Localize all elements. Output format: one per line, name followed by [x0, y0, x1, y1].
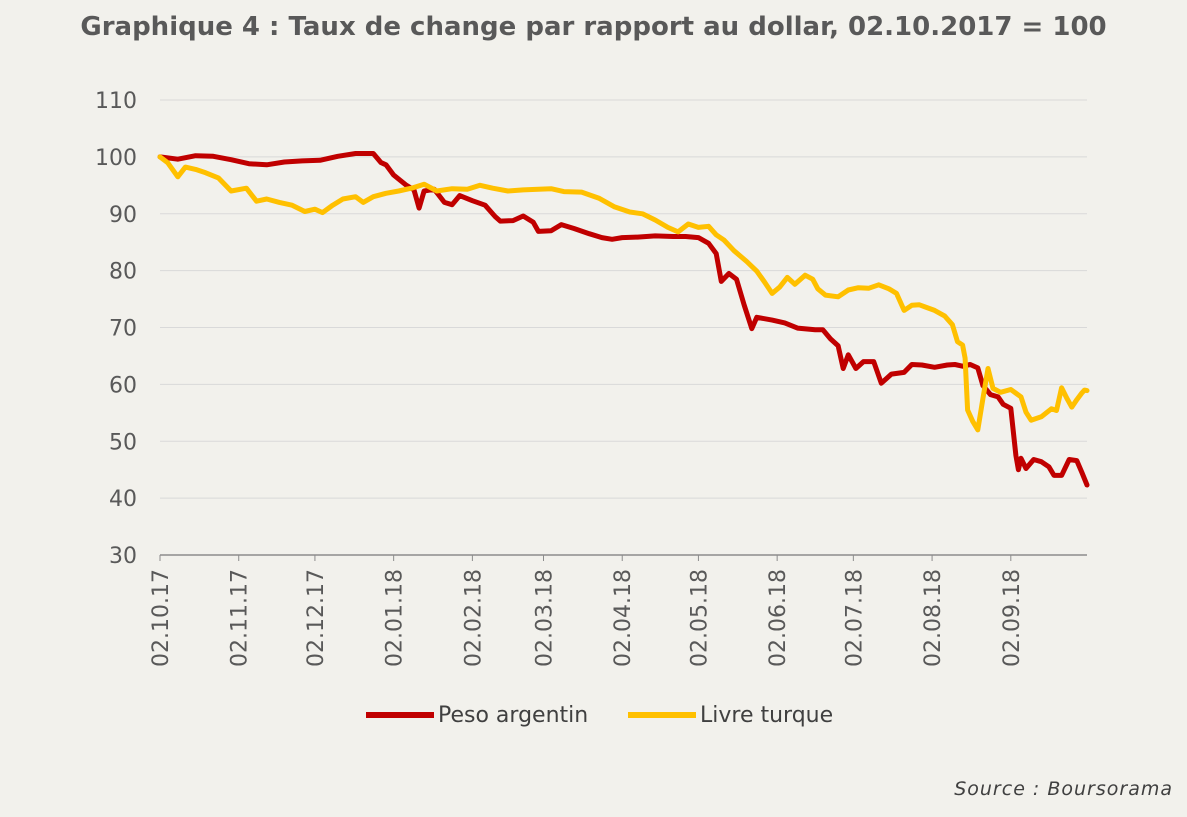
chart-title: Graphique 4 : Taux de change par rapport… [80, 12, 1107, 42]
legend-item-peso-argentin: Peso argentin [366, 700, 588, 730]
x-tick-label: 02.08.18 [921, 569, 946, 667]
x-tick-label: 02.02.18 [461, 569, 486, 667]
x-tick-label: 02.07.18 [842, 569, 867, 667]
x-tick-label: 02.03.18 [532, 569, 557, 667]
x-tick-label: 02.06.18 [766, 569, 791, 667]
legend-swatch-livre-turque [628, 712, 696, 718]
series-line-peso-argentin [157, 151, 1090, 488]
x-tick-label: 02.01.18 [383, 569, 408, 667]
y-tick-label: 80 [109, 260, 137, 285]
source-note: Source : Boursorama [954, 778, 1173, 800]
y-tick-label: 30 [109, 544, 137, 569]
series-line-livre-turque [157, 154, 1090, 433]
y-axis-tick-labels: 30 40 50 60 70 80 90 100 110 [95, 89, 137, 569]
x-tick-label: 02.04.18 [611, 569, 636, 667]
y-tick-label: 60 [109, 373, 137, 398]
y-tick-label: 40 [109, 487, 137, 512]
legend-swatch-peso-argentin [366, 712, 434, 718]
x-tick-label: 02.10.17 [149, 569, 174, 667]
legend-item-livre-turque: Livre turque [628, 700, 833, 730]
x-tick-label: 02.09.18 [1000, 569, 1025, 667]
legend-label-livre-turque: Livre turque [700, 702, 834, 728]
x-tick-label: 02.05.18 [687, 569, 712, 667]
grid-lines [159, 99, 1087, 561]
y-tick-label: 110 [95, 89, 137, 114]
y-tick-label: 70 [109, 317, 137, 342]
x-tick-label: 02.12.17 [304, 569, 329, 667]
legend-label-peso-argentin: Peso argentin [438, 702, 589, 728]
x-tick-label: 02.11.17 [228, 569, 253, 667]
y-tick-label: 100 [95, 146, 137, 171]
series-lines [157, 151, 1090, 488]
y-tick-label: 50 [109, 430, 137, 455]
y-tick-label: 90 [109, 203, 137, 228]
x-axis-tick-labels: 02.10.17 02.11.17 02.12.17 02.01.18 02.02.18… [149, 569, 1025, 667]
